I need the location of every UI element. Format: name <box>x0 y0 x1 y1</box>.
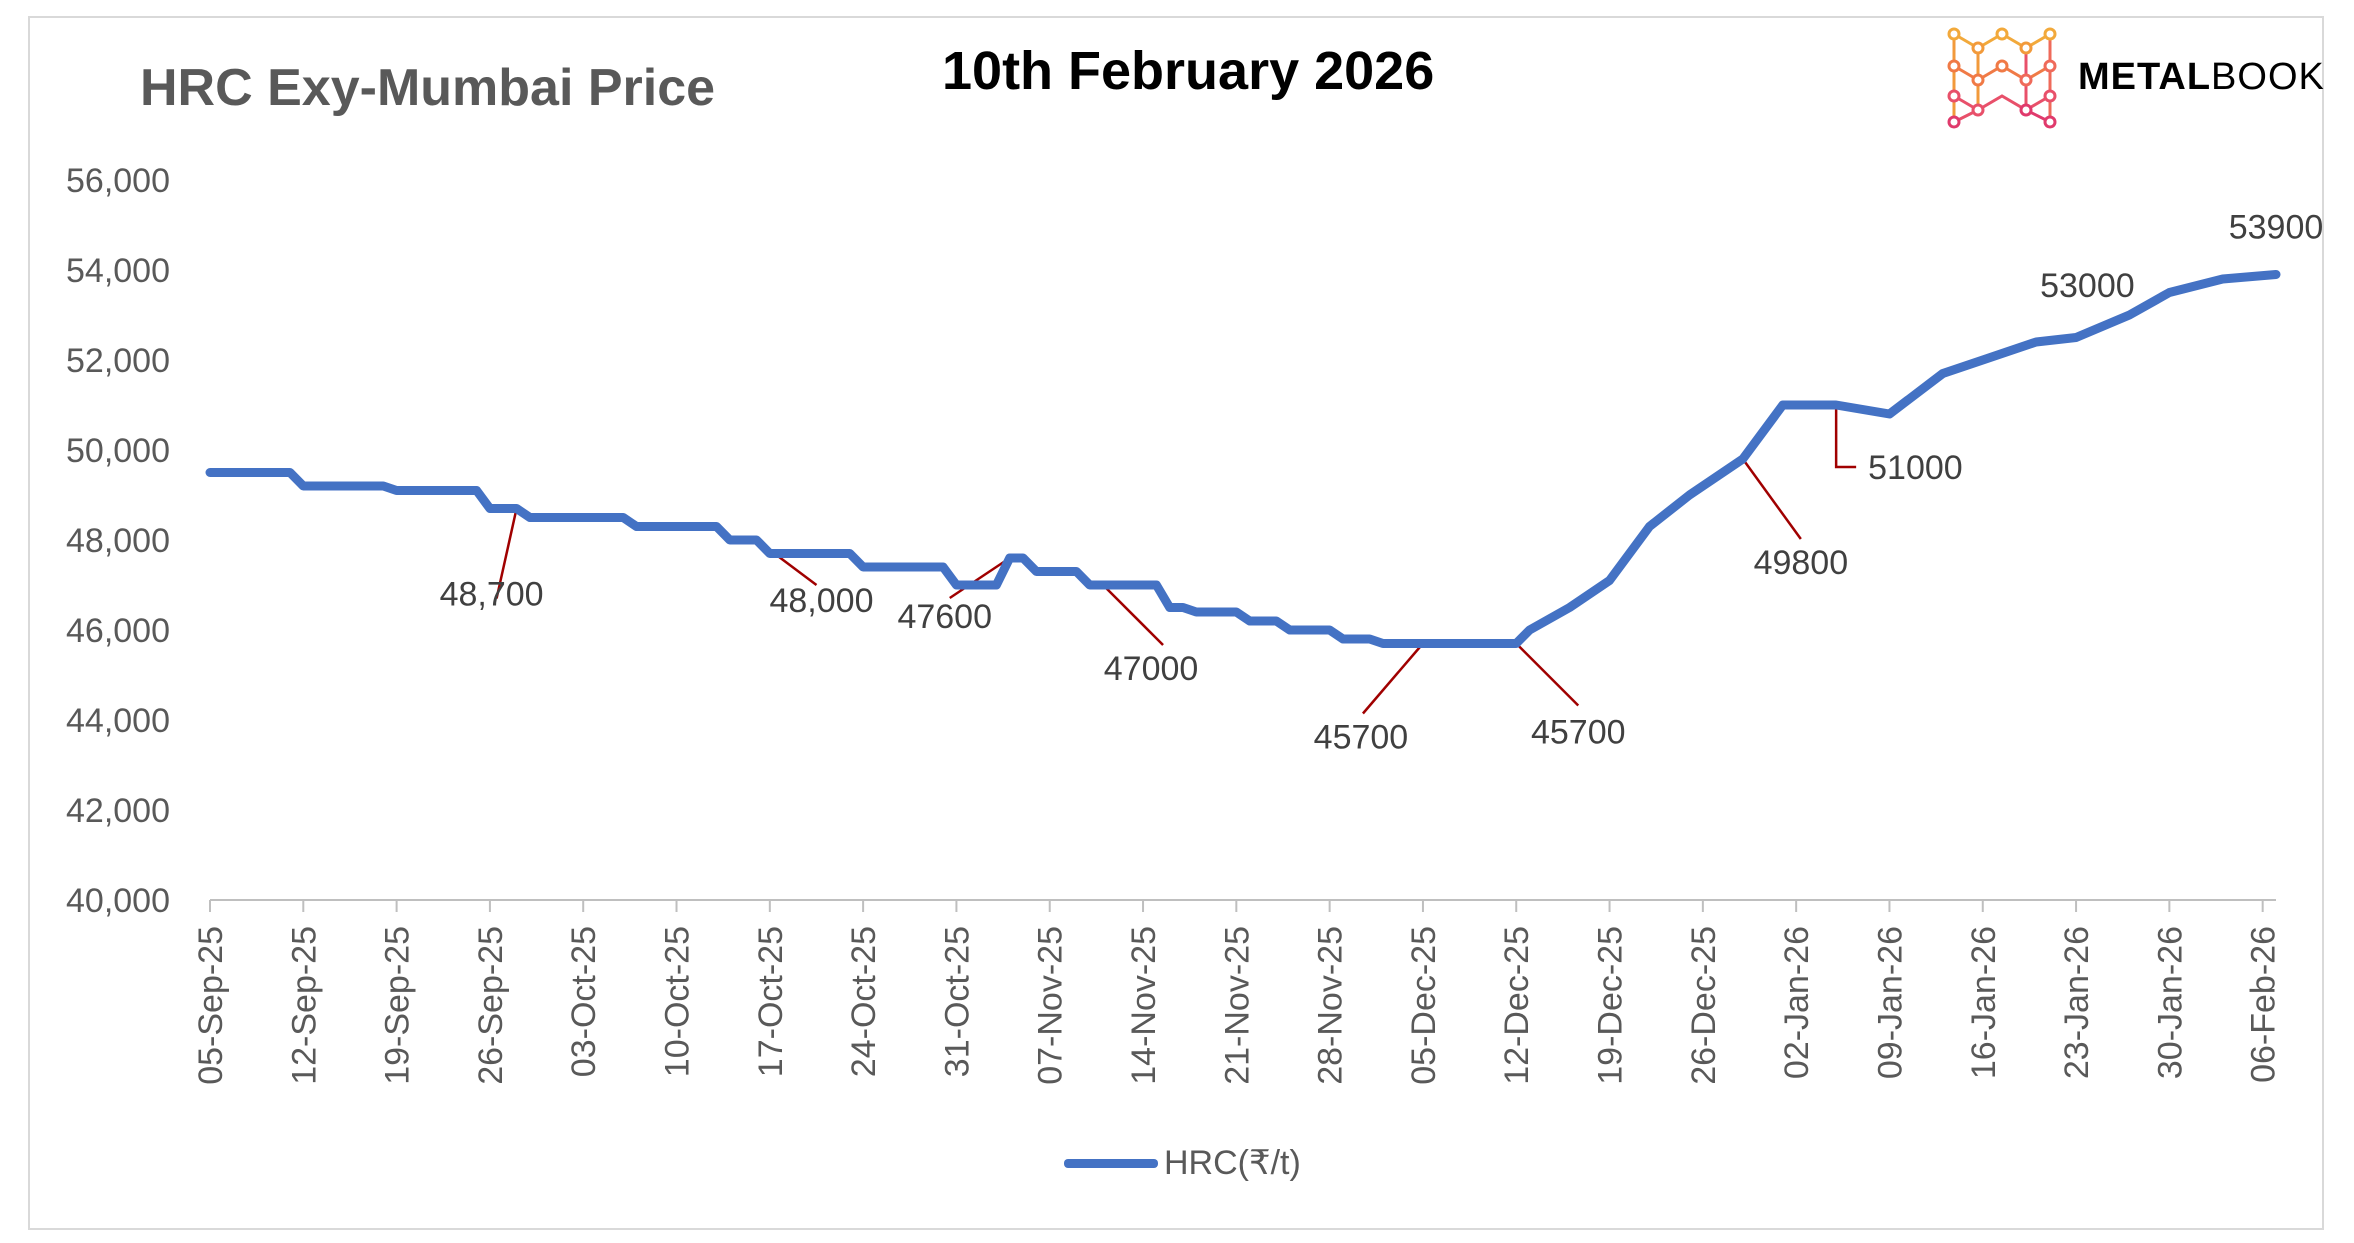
series-line-hrc <box>205 270 2281 648</box>
series-layer <box>205 270 2281 648</box>
annotation-label: 48,000 <box>769 582 873 620</box>
y-tick-label: 48,000 <box>66 522 170 560</box>
annotation-label: 47600 <box>897 598 992 636</box>
x-tick-label: 21-Nov-25 <box>1218 926 1256 1085</box>
x-tick-label: 19-Sep-25 <box>379 926 417 1085</box>
x-tick-label: 05-Sep-25 <box>192 926 230 1085</box>
x-tick-label: 30-Jan-26 <box>2151 926 2189 1079</box>
x-axis: 05-Sep-25 12-Sep-25 19-Sep-25 26-Sep-25 03-O… <box>192 899 2283 1085</box>
x-tick-label: 31-Oct-25 <box>938 926 976 1077</box>
brand-bold: METAL <box>2078 56 2212 98</box>
metalbook-logo-icon <box>1947 27 2057 129</box>
annotation-label: 45700 <box>1531 714 1626 752</box>
x-tick-label: 10-Oct-25 <box>659 926 697 1077</box>
x-tick-label: 23-Jan-26 <box>2058 926 2096 1079</box>
x-tick-label: 17-Oct-25 <box>752 926 790 1077</box>
annotation-leader <box>1102 584 1164 646</box>
x-tick-label: 26-Dec-25 <box>1685 926 1723 1085</box>
annotation-label: 45700 <box>1314 719 1409 757</box>
x-tick-label: 02-Jan-26 <box>1778 926 1816 1079</box>
y-axis: 40,000 42,000 44,000 46,000 48,000 50,000 52,0… <box>66 162 170 920</box>
x-tick-label: 12-Dec-25 <box>1498 926 1536 1085</box>
annotation-labels: 48,700 48,000 47600 47000 45700 45700 49800 510… <box>440 209 2324 757</box>
y-tick-label: 56,000 <box>66 162 170 200</box>
brand-wordmark: METALBOOK <box>2078 56 2325 99</box>
annotation-label: 51000 <box>1868 449 1963 487</box>
x-tick-label: 19-Dec-25 <box>1592 926 1630 1085</box>
annotation-leader <box>1834 405 1857 469</box>
y-tick-label: 46,000 <box>66 612 170 650</box>
x-tick-label: 14-Nov-25 <box>1125 926 1163 1085</box>
legend: HRC(₹/t) <box>1064 1143 1301 1183</box>
brand-logo: METALBOOK <box>1946 26 2324 136</box>
annotation-label: 49800 <box>1754 544 1849 582</box>
x-tick-label: 03-Oct-25 <box>565 926 603 1077</box>
x-tick-label: 05-Dec-25 <box>1405 926 1443 1085</box>
y-tick-label: 42,000 <box>66 792 170 830</box>
legend-swatch <box>1064 1158 1158 1168</box>
x-tick-label: 16-Jan-26 <box>1965 926 2003 1079</box>
annotation-label: 48,700 <box>440 576 544 614</box>
chart-title: HRC Exy-Mumbai Price <box>140 59 716 117</box>
y-tick-label: 50,000 <box>66 432 170 470</box>
x-tick-label: 09-Jan-26 <box>1871 926 1909 1079</box>
y-tick-label: 40,000 <box>66 882 170 920</box>
x-tick-label: 24-Oct-25 <box>845 926 883 1077</box>
y-tick-label: 54,000 <box>66 252 170 290</box>
x-tick-label: 28-Nov-25 <box>1312 926 1350 1085</box>
chart-frame <box>28 16 2324 1230</box>
annotation-label: 47000 <box>1104 650 1199 688</box>
annotation-leader <box>1515 642 1580 707</box>
date-title: 10th February 2026 <box>942 41 1435 101</box>
x-tick-label: 06-Feb-26 <box>2245 926 2283 1083</box>
brand-light: BOOK <box>2211 56 2325 98</box>
y-tick-label: 44,000 <box>66 702 170 740</box>
legend-label: HRC(₹/t) <box>1164 1144 1301 1182</box>
x-tick-label: 12-Sep-25 <box>285 926 323 1085</box>
annotation-label: 53900 <box>2229 209 2324 247</box>
annotation-leader <box>949 556 1011 600</box>
y-tick-label: 52,000 <box>66 342 170 380</box>
annotation-leader <box>1361 642 1424 715</box>
annotation-leader <box>495 508 518 599</box>
x-tick-label: 26-Sep-25 <box>472 926 510 1085</box>
annotation-label: 53000 <box>2040 267 2135 305</box>
x-tick-label: 07-Nov-25 <box>1032 926 1070 1085</box>
annotation-leader <box>1741 458 1802 540</box>
